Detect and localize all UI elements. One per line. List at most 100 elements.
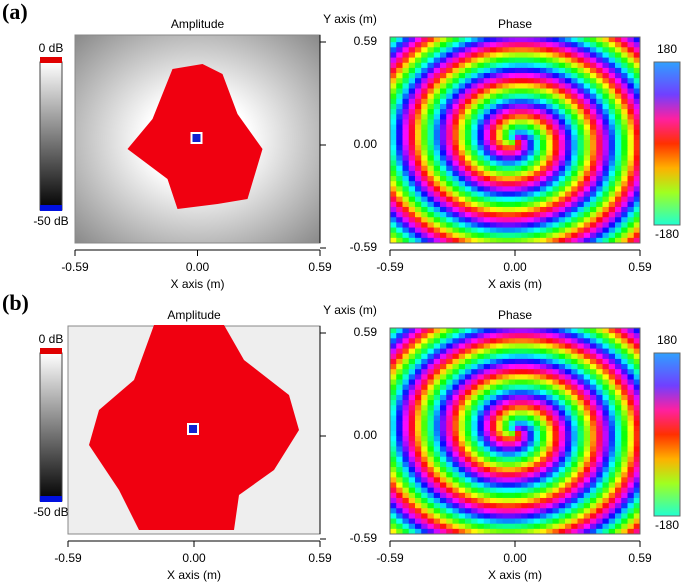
phase-cell — [440, 333, 447, 339]
phase-cell — [509, 472, 516, 478]
phase-cell — [465, 145, 472, 151]
phase-cell — [621, 519, 628, 525]
phase-cell — [390, 73, 397, 79]
phase-cell — [559, 42, 566, 48]
phase-cell — [534, 171, 541, 177]
phase-cell — [440, 416, 447, 422]
phase-cell — [471, 328, 478, 334]
phase-title: Phase — [498, 308, 532, 322]
phase-cell — [521, 161, 528, 167]
phase-cell — [453, 462, 460, 468]
phase-cell — [415, 135, 422, 141]
phase-cell — [428, 114, 435, 120]
phase-cell — [509, 135, 516, 141]
phase-cell — [521, 125, 528, 131]
phase-cell — [634, 125, 641, 131]
phase-cell — [559, 109, 566, 115]
phase-cell — [478, 338, 485, 344]
phase-cell — [596, 197, 603, 203]
phase-cell — [546, 176, 553, 182]
phase-cell — [421, 63, 428, 69]
phase-cell — [490, 140, 497, 146]
phase-cell — [621, 161, 628, 167]
phase-cell — [421, 488, 428, 494]
phase-cell — [403, 524, 410, 530]
phase-cell — [590, 343, 597, 349]
phase-cell — [559, 508, 566, 514]
phase-cell — [403, 405, 410, 411]
phase-cell — [609, 104, 616, 110]
phase-cell — [459, 477, 466, 483]
amp-colorbar — [40, 353, 62, 501]
phase-cell — [553, 68, 560, 74]
phase-cell — [446, 431, 453, 437]
phase-cell — [409, 104, 416, 110]
phase-cell — [615, 369, 622, 375]
phase-cell — [403, 338, 410, 344]
phase-cell — [415, 155, 422, 161]
phase-cell — [465, 171, 472, 177]
phase-cell — [421, 333, 428, 339]
phase-cell — [596, 395, 603, 401]
phase-cell — [509, 385, 516, 391]
phase-cell — [546, 503, 553, 509]
phase-cell — [596, 328, 603, 334]
phase-cell — [434, 150, 441, 156]
phase-cell — [428, 207, 435, 213]
phase-cell — [428, 217, 435, 223]
phase-cell — [434, 431, 441, 437]
phase-cell — [528, 483, 535, 489]
phase-cell — [409, 524, 416, 530]
phase-cell — [603, 68, 610, 74]
phase-cell — [415, 513, 422, 519]
phase-cell — [553, 498, 560, 504]
phase-cell — [621, 359, 628, 365]
phase-cell — [434, 181, 441, 187]
phase-cell — [465, 78, 472, 84]
phase-cell — [509, 78, 516, 84]
phase-cell — [471, 488, 478, 494]
phase-cell — [634, 135, 641, 141]
phase-cell — [615, 328, 622, 334]
phase-cell — [590, 181, 597, 187]
phase-cell — [503, 374, 510, 380]
phase-cell — [621, 446, 628, 452]
phase-cell — [465, 503, 472, 509]
phase-cell — [546, 212, 553, 218]
phase-cell — [634, 395, 641, 401]
phase-cell — [578, 390, 585, 396]
phase-cell — [528, 114, 535, 120]
phase-cell — [471, 395, 478, 401]
phase-cell — [540, 426, 547, 432]
phase-cell — [471, 104, 478, 110]
phase-cell — [534, 63, 541, 69]
phase-cell — [484, 452, 491, 458]
phase-cell — [540, 130, 547, 136]
phase-cell — [546, 452, 553, 458]
phase-cell — [546, 171, 553, 177]
phase-cell — [459, 431, 466, 437]
phase-cell — [596, 436, 603, 442]
phase-cell — [540, 472, 547, 478]
phase-cell — [453, 364, 460, 370]
phase-cell — [584, 421, 591, 427]
phase-cell — [446, 78, 453, 84]
phase-cell — [571, 493, 578, 499]
phase-cell — [459, 145, 466, 151]
phase-cell — [515, 493, 522, 499]
phase-cell — [471, 130, 478, 136]
phase-cell — [465, 192, 472, 198]
phase-cell — [421, 68, 428, 74]
phase-cell — [484, 498, 491, 504]
phase-cell — [471, 380, 478, 386]
phase-cell — [596, 73, 603, 79]
phase-cell — [596, 125, 603, 131]
phase-cell — [484, 73, 491, 79]
phase-cell — [578, 498, 585, 504]
phase-cell — [396, 63, 403, 69]
phase-cell — [621, 513, 628, 519]
phase-cell — [446, 483, 453, 489]
phase-cell — [534, 524, 541, 530]
phase-cell — [421, 477, 428, 483]
phase-cell — [390, 410, 397, 416]
